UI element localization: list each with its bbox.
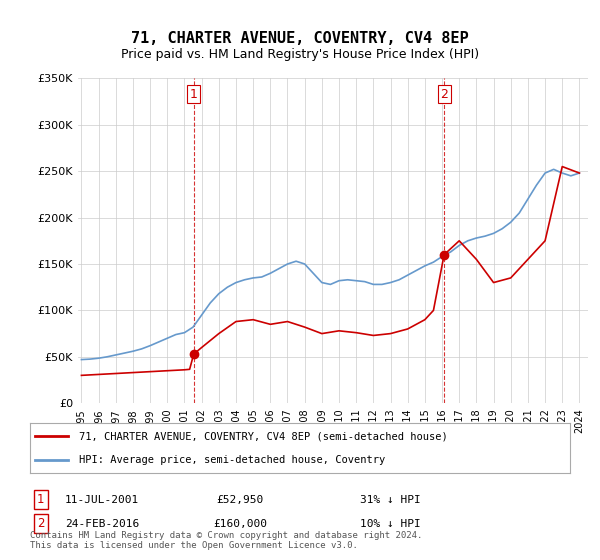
Text: 1: 1 [37,493,44,506]
Text: 2: 2 [37,517,44,530]
Text: 2: 2 [440,88,448,101]
Text: 31% ↓ HPI: 31% ↓ HPI [359,494,421,505]
Text: Price paid vs. HM Land Registry's House Price Index (HPI): Price paid vs. HM Land Registry's House … [121,48,479,60]
Text: 10% ↓ HPI: 10% ↓ HPI [359,519,421,529]
Text: £52,950: £52,950 [217,494,263,505]
Text: Contains HM Land Registry data © Crown copyright and database right 2024.
This d: Contains HM Land Registry data © Crown c… [30,530,422,550]
Text: 11-JUL-2001: 11-JUL-2001 [65,494,139,505]
Text: 1: 1 [190,88,197,101]
Text: HPI: Average price, semi-detached house, Coventry: HPI: Average price, semi-detached house,… [79,455,385,465]
Text: 24-FEB-2016: 24-FEB-2016 [65,519,139,529]
Text: £160,000: £160,000 [213,519,267,529]
Text: 71, CHARTER AVENUE, COVENTRY, CV4 8EP: 71, CHARTER AVENUE, COVENTRY, CV4 8EP [131,31,469,46]
Text: 71, CHARTER AVENUE, COVENTRY, CV4 8EP (semi-detached house): 71, CHARTER AVENUE, COVENTRY, CV4 8EP (s… [79,431,448,441]
